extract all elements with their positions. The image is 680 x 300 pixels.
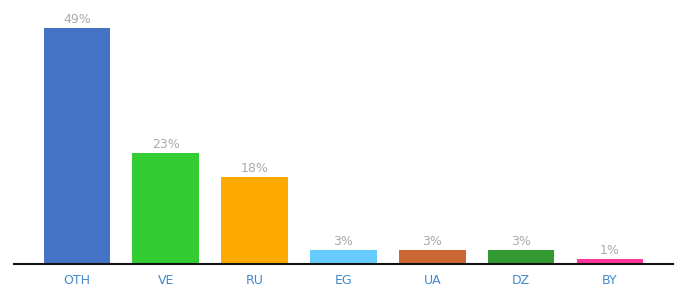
Bar bbox=[488, 250, 554, 264]
Text: 1%: 1% bbox=[600, 244, 620, 257]
Bar bbox=[399, 250, 466, 264]
Bar bbox=[221, 177, 288, 264]
Bar bbox=[310, 250, 377, 264]
Text: 3%: 3% bbox=[422, 235, 442, 248]
Text: 3%: 3% bbox=[511, 235, 531, 248]
Text: 23%: 23% bbox=[152, 138, 180, 152]
Text: 3%: 3% bbox=[333, 235, 354, 248]
Text: 18%: 18% bbox=[241, 163, 269, 176]
Bar bbox=[44, 28, 110, 264]
Text: 49%: 49% bbox=[63, 13, 90, 26]
Bar bbox=[133, 153, 199, 264]
Bar bbox=[577, 259, 643, 264]
